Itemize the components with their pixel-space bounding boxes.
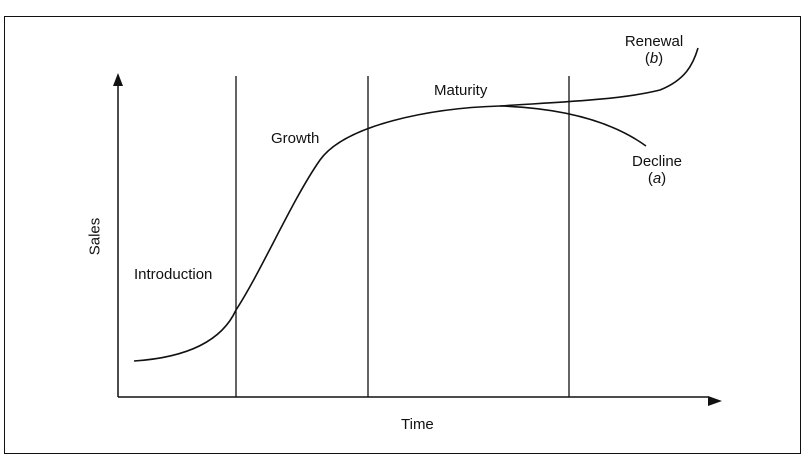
decline-text: Decline xyxy=(631,153,683,170)
stage-growth-label: Growth xyxy=(271,130,320,147)
stage-introduction-label: Introduction xyxy=(134,266,213,283)
decline-tag: (a) xyxy=(647,170,667,187)
decline-curve xyxy=(499,105,647,147)
stage-renewal-label: Renewal (b) xyxy=(619,33,689,67)
stage-decline-label: Decline (a) xyxy=(622,153,692,187)
stage-maturity-label: Maturity xyxy=(434,82,488,99)
renewal-tag: (b) xyxy=(644,50,664,67)
renewal-curve xyxy=(499,47,699,107)
renewal-text: Renewal xyxy=(624,33,684,50)
x-axis-label: Time xyxy=(401,416,434,433)
diagram-frame xyxy=(4,16,801,454)
y-axis-arrowhead xyxy=(113,73,123,86)
sales-curve xyxy=(133,105,501,362)
x-axis-arrowhead xyxy=(708,396,722,406)
y-axis-label: Sales xyxy=(86,217,104,256)
